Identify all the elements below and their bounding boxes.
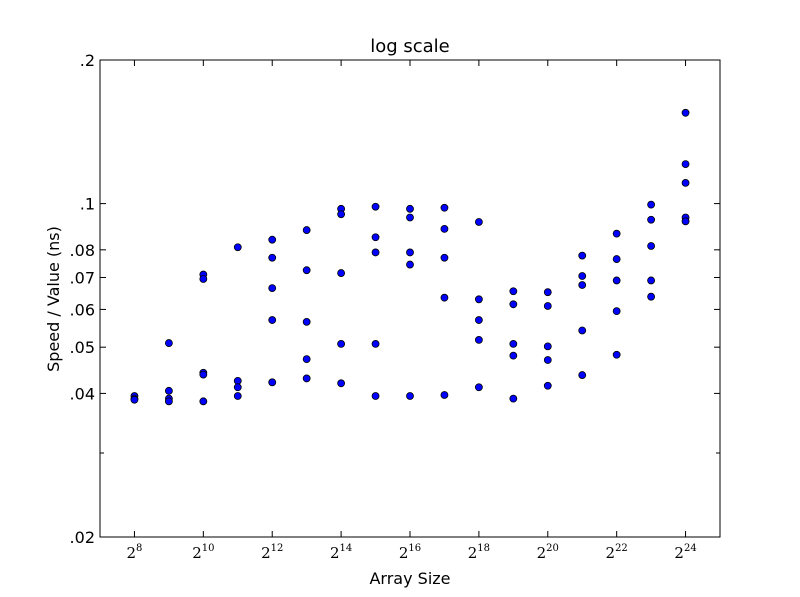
- x-tick-label: 216: [399, 543, 421, 562]
- data-point: [578, 281, 587, 289]
- x-tick-label: 28: [126, 543, 142, 562]
- x-tick-label: 224: [674, 543, 696, 562]
- data-point: [371, 248, 380, 257]
- data-point: [612, 276, 621, 285]
- data-point: [474, 383, 483, 392]
- y-tick-label: .08: [70, 241, 95, 260]
- data-point: [647, 242, 656, 250]
- x-tick-label: 214: [330, 543, 352, 562]
- data-point: [647, 292, 656, 301]
- data-point: [268, 378, 277, 387]
- data-point: [474, 316, 483, 324]
- data-point: [164, 339, 173, 347]
- data-point: [474, 295, 483, 304]
- data-point: [371, 339, 380, 348]
- data-point: [337, 269, 346, 277]
- data-point: [578, 371, 587, 379]
- points-layer: [130, 108, 690, 406]
- data-point: [371, 202, 380, 211]
- data-point: [302, 226, 311, 234]
- data-point: [440, 293, 449, 302]
- data-point: [612, 350, 621, 359]
- data-point: [371, 233, 380, 242]
- chart-title: log scale: [370, 36, 450, 57]
- data-point: [543, 356, 552, 364]
- x-tick-label: 222: [606, 543, 628, 562]
- data-point: [681, 179, 690, 187]
- data-point: [164, 397, 173, 406]
- y-axis-label: Speed / Value (ns): [44, 226, 63, 372]
- data-point: [337, 339, 346, 348]
- y-tick-label: .04: [70, 384, 95, 403]
- data-point: [164, 386, 173, 395]
- data-point: [543, 302, 552, 310]
- data-point: [337, 379, 346, 388]
- y-tick-label: .06: [70, 300, 95, 319]
- data-point: [474, 218, 483, 226]
- data-point: [371, 392, 380, 400]
- data-point: [302, 317, 311, 326]
- y-tick-label: .07: [70, 268, 95, 287]
- data-point: [406, 260, 414, 269]
- x-tick-label: 210: [192, 543, 214, 562]
- data-point: [612, 229, 621, 238]
- data-point: [233, 383, 242, 392]
- data-point: [233, 376, 242, 385]
- data-point: [406, 248, 414, 257]
- data-point: [233, 392, 242, 400]
- data-point: [509, 351, 518, 360]
- plot-frame: [99, 59, 721, 538]
- data-point: [681, 108, 690, 117]
- data-point: [268, 235, 277, 244]
- data-point: [406, 213, 414, 222]
- data-point: [578, 326, 587, 335]
- data-point: [199, 397, 208, 406]
- data-point: [406, 392, 414, 400]
- data-point: [440, 203, 449, 212]
- data-point: [647, 276, 656, 285]
- data-point: [612, 255, 621, 263]
- data-point: [612, 307, 621, 316]
- data-point: [509, 287, 518, 296]
- data-point: [233, 243, 242, 252]
- data-point: [578, 251, 587, 260]
- data-point: [509, 339, 518, 348]
- data-point: [268, 253, 277, 262]
- data-point: [509, 300, 518, 309]
- data-point: [302, 355, 311, 364]
- data-point: [199, 275, 208, 283]
- x-tick-label: 220: [537, 543, 559, 562]
- data-point: [440, 253, 449, 262]
- data-point: [130, 395, 139, 404]
- x-axis-label: Array Size: [369, 569, 450, 588]
- data-point: [302, 374, 311, 383]
- data-point: [268, 316, 277, 324]
- data-point: [474, 335, 483, 344]
- data-point: [681, 217, 690, 226]
- ticks-layer: 28 210 212 214 216 218 220 222 224 .02 .04 .05 .06 .0…: [70, 51, 720, 562]
- data-point: [268, 284, 277, 293]
- data-point: [578, 272, 587, 280]
- data-point: [302, 266, 311, 275]
- data-point: [543, 381, 552, 390]
- data-point: [543, 342, 552, 351]
- data-point: [647, 200, 656, 209]
- data-point: [199, 370, 208, 379]
- data-point: [440, 224, 449, 233]
- y-tick-label: .05: [70, 338, 95, 357]
- data-point: [543, 288, 552, 297]
- data-point: [647, 215, 656, 224]
- data-point: [681, 160, 690, 169]
- y-tick-label: .1: [80, 195, 95, 214]
- data-point: [406, 204, 414, 213]
- data-point: [509, 394, 518, 403]
- data-point: [440, 391, 449, 399]
- data-point: [337, 210, 346, 219]
- y-tick-label: .2: [80, 51, 95, 70]
- x-tick-label: 212: [261, 543, 283, 562]
- x-tick-label: 218: [468, 543, 490, 562]
- y-tick-label: .02: [70, 528, 95, 547]
